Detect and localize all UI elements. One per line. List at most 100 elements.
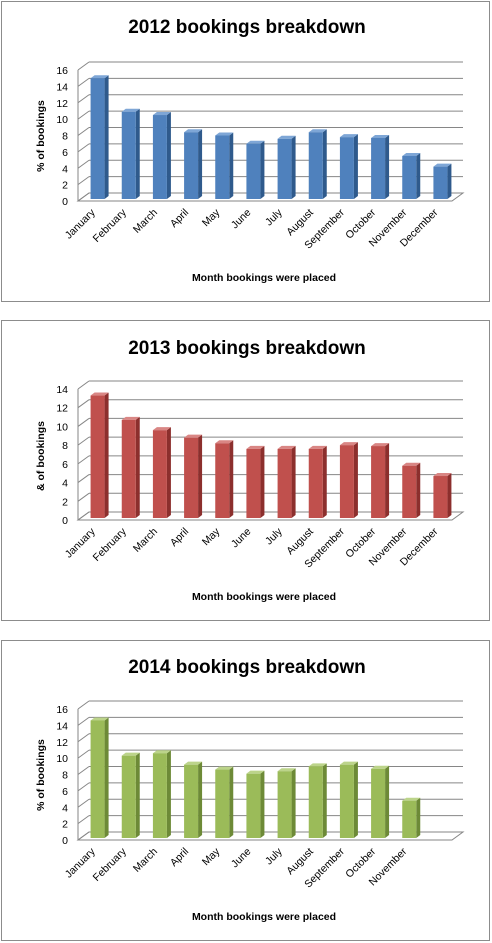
bar-side xyxy=(291,768,296,838)
y-tick-label: 4 xyxy=(62,802,68,814)
bar xyxy=(152,427,171,518)
bar-side xyxy=(198,434,203,518)
bar xyxy=(402,797,421,838)
gridline-side xyxy=(77,61,90,71)
gridline-side xyxy=(77,176,90,186)
gridline-side xyxy=(77,782,90,792)
bar xyxy=(90,717,109,838)
bar-top xyxy=(308,445,327,449)
bar-side xyxy=(104,392,109,518)
bar xyxy=(184,434,203,518)
bar-side xyxy=(447,473,452,518)
bar-top xyxy=(277,768,296,772)
bar-front xyxy=(308,132,323,199)
y-tick-label: 6 xyxy=(62,147,68,159)
bar-top xyxy=(246,140,265,144)
gridline-side xyxy=(77,380,90,390)
bar-front xyxy=(184,132,199,199)
bar-top xyxy=(90,717,109,721)
bar-top xyxy=(308,129,327,133)
bar-top xyxy=(371,443,390,447)
chart-2012-svg: 2012 bookings breakdown 0246810121416Jan… xyxy=(35,17,465,284)
x-tick-label: July xyxy=(263,845,285,867)
x-tick-label: March xyxy=(131,207,160,236)
bar-side xyxy=(104,75,109,199)
bar-front xyxy=(184,764,199,838)
bar-top xyxy=(246,445,265,449)
bar-top xyxy=(277,445,296,449)
bar-top xyxy=(215,132,234,136)
bar-top xyxy=(277,135,296,139)
bar-side xyxy=(353,442,358,518)
gridline-side xyxy=(77,77,90,87)
gridline-side xyxy=(77,766,90,775)
bar-top xyxy=(184,129,203,133)
bar-side xyxy=(229,132,234,199)
y-tick-label: 4 xyxy=(62,478,68,490)
bar-side xyxy=(166,427,171,518)
bar xyxy=(339,442,358,518)
chart-title: 2014 bookings breakdown xyxy=(128,657,366,678)
bar-front xyxy=(121,755,136,838)
y-tick-label: 14 xyxy=(56,81,68,93)
bar-front xyxy=(215,135,230,199)
bar xyxy=(277,445,296,518)
bar-front xyxy=(308,448,323,518)
bar xyxy=(339,761,358,838)
bar-side xyxy=(260,445,265,518)
y-tick-label: 2 xyxy=(62,180,68,192)
chart-2013-svg: 2013 bookings breakdown 02468101214Janua… xyxy=(35,338,465,603)
chart-2013: 2013 bookings breakdown 0 2 4 6 8 10 12 14 Janua… xyxy=(1,320,490,621)
bar xyxy=(246,770,265,838)
gridline-side xyxy=(77,749,90,759)
gridline-side xyxy=(77,127,90,136)
bar-top xyxy=(308,763,327,767)
y-tick-label: 8 xyxy=(62,770,68,782)
bar-side xyxy=(260,140,265,199)
bar xyxy=(215,440,234,518)
bar-front xyxy=(402,465,417,518)
bar-side xyxy=(198,761,203,838)
bar-top xyxy=(246,770,265,774)
x-tick-label: May xyxy=(200,206,223,229)
bar-side xyxy=(260,770,265,838)
bar-front xyxy=(246,448,261,518)
bar-side xyxy=(291,445,296,518)
gridline-side xyxy=(77,474,90,483)
bar-side xyxy=(198,129,203,199)
y-tick-label: 2 xyxy=(62,819,68,831)
chart-2014: 2014 bookings breakdown 0 2 4 6 8 10 12 14 16 Jan… xyxy=(1,640,490,941)
bar-front xyxy=(152,753,167,838)
bar-front xyxy=(184,437,199,518)
bar-front xyxy=(90,395,105,518)
bar-front xyxy=(246,143,261,199)
floor xyxy=(76,831,465,841)
bar-front xyxy=(215,769,230,838)
chart-title: 2013 bookings breakdown xyxy=(128,338,366,359)
bar xyxy=(152,750,171,838)
bar-side xyxy=(353,761,358,838)
bar xyxy=(121,416,140,518)
bar-front xyxy=(246,773,261,838)
bar-side xyxy=(135,752,140,838)
y-axis-title: % of bookings xyxy=(35,739,47,811)
gridline-side xyxy=(77,110,90,120)
bar-top xyxy=(371,134,390,138)
y-tick-label: 4 xyxy=(62,163,68,175)
y-tick-label: 8 xyxy=(62,440,68,452)
bar xyxy=(433,163,452,199)
bar xyxy=(371,765,390,838)
y-tick-label: 12 xyxy=(56,98,68,110)
bar xyxy=(246,445,265,518)
bar-top xyxy=(339,134,358,138)
bar-side xyxy=(229,766,234,838)
bar-front xyxy=(371,768,386,838)
bar-front xyxy=(402,155,417,199)
bar-top xyxy=(402,462,421,466)
bar xyxy=(339,134,358,199)
x-tick-label: June xyxy=(229,526,254,551)
bar-top xyxy=(433,163,452,167)
gridline-side xyxy=(77,94,90,104)
